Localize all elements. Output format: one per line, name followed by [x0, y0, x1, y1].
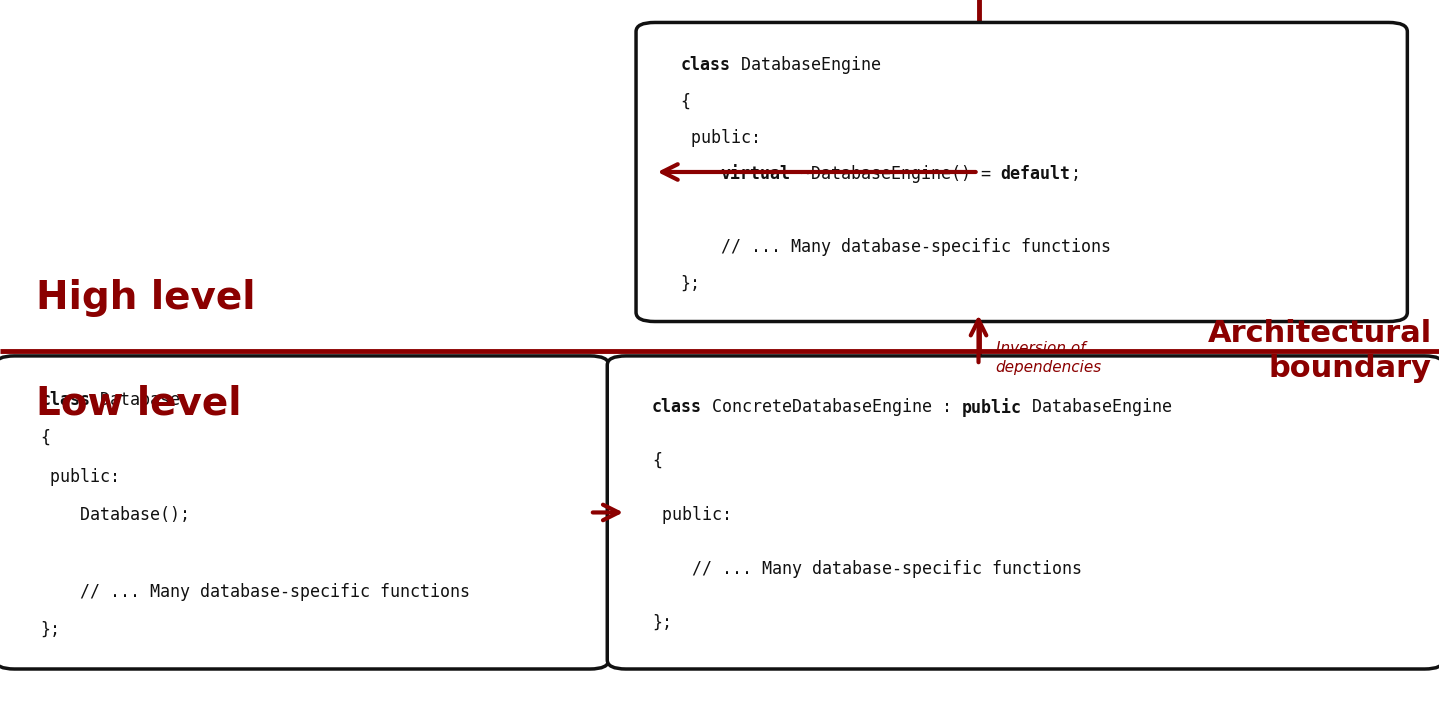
Text: // ... Many database-specific functions: // ... Many database-specific functions [40, 583, 471, 601]
Text: {: { [652, 452, 662, 470]
Text: public:: public: [40, 468, 121, 486]
Text: Inversion of
dependencies: Inversion of dependencies [996, 340, 1102, 376]
Text: ConcreteDatabaseEngine :: ConcreteDatabaseEngine : [702, 398, 961, 416]
Text: virtual: virtual [721, 166, 790, 183]
Text: };: }; [681, 274, 701, 293]
Text: public:: public: [681, 129, 761, 147]
Text: default: default [1000, 166, 1071, 183]
Text: Low level: Low level [36, 385, 242, 423]
Text: public: public [961, 398, 1022, 417]
Text: };: }; [40, 621, 60, 639]
Text: {: { [40, 429, 50, 447]
Text: ;: ; [1071, 166, 1081, 183]
Text: class: class [652, 398, 702, 416]
Text: class: class [681, 56, 731, 74]
Text: };: }; [652, 614, 672, 632]
Text: DatabaseEngine: DatabaseEngine [731, 56, 881, 74]
Text: // ... Many database-specific functions: // ... Many database-specific functions [681, 238, 1111, 256]
Text: public:: public: [652, 506, 732, 524]
FancyBboxPatch shape [636, 22, 1407, 322]
Text: ~DatabaseEngine() =: ~DatabaseEngine() = [790, 166, 1000, 183]
FancyBboxPatch shape [607, 356, 1439, 669]
Text: // ... Many database-specific functions: // ... Many database-specific functions [652, 559, 1082, 578]
Text: DatabaseEngine: DatabaseEngine [1022, 398, 1171, 416]
FancyBboxPatch shape [0, 356, 609, 669]
Text: High level: High level [36, 279, 256, 317]
Text: class: class [40, 391, 91, 409]
Text: {: { [681, 93, 691, 111]
Text: Database();: Database(); [40, 506, 190, 524]
Text: Architectural
boundary: Architectural boundary [1207, 319, 1432, 383]
Text: Database: Database [91, 391, 180, 409]
